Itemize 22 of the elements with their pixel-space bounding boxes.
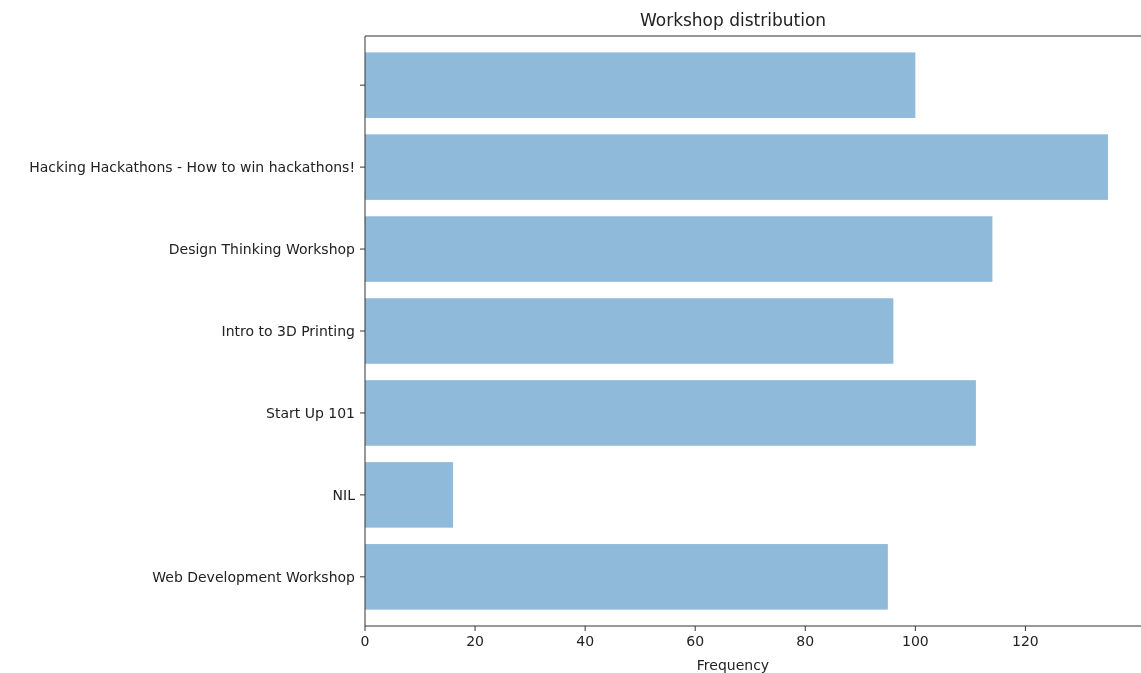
x-tick-label: 120	[1012, 633, 1039, 649]
y-tick-label: Web Development Workshop	[152, 568, 356, 585]
x-axis-title: Frequency	[696, 657, 770, 673]
bar	[365, 298, 894, 364]
bar	[365, 544, 888, 610]
x-tick-label: 60	[686, 633, 705, 649]
chart-title: Workshop distribution	[639, 10, 827, 30]
x-tick-label: 100	[901, 633, 929, 649]
y-tick-label: Intro to 3D Printing	[221, 322, 355, 339]
x-tick-label: 0	[360, 633, 370, 649]
y-tick-label: Design Thinking Workshop	[168, 240, 356, 257]
y-tick-label: Start Up 101	[266, 404, 355, 421]
x-tick-label: 40	[576, 633, 595, 649]
x-tick-label: 80	[796, 633, 815, 649]
y-tick-label: Hacking Hackathons - How to win hackathons!	[29, 159, 355, 176]
bar	[365, 216, 993, 282]
x-tick-label: 20	[466, 633, 484, 649]
y-tick-label: NIL	[332, 486, 356, 503]
bar	[365, 52, 916, 118]
bar	[365, 462, 454, 528]
bar	[365, 380, 976, 446]
bar	[365, 134, 1108, 200]
